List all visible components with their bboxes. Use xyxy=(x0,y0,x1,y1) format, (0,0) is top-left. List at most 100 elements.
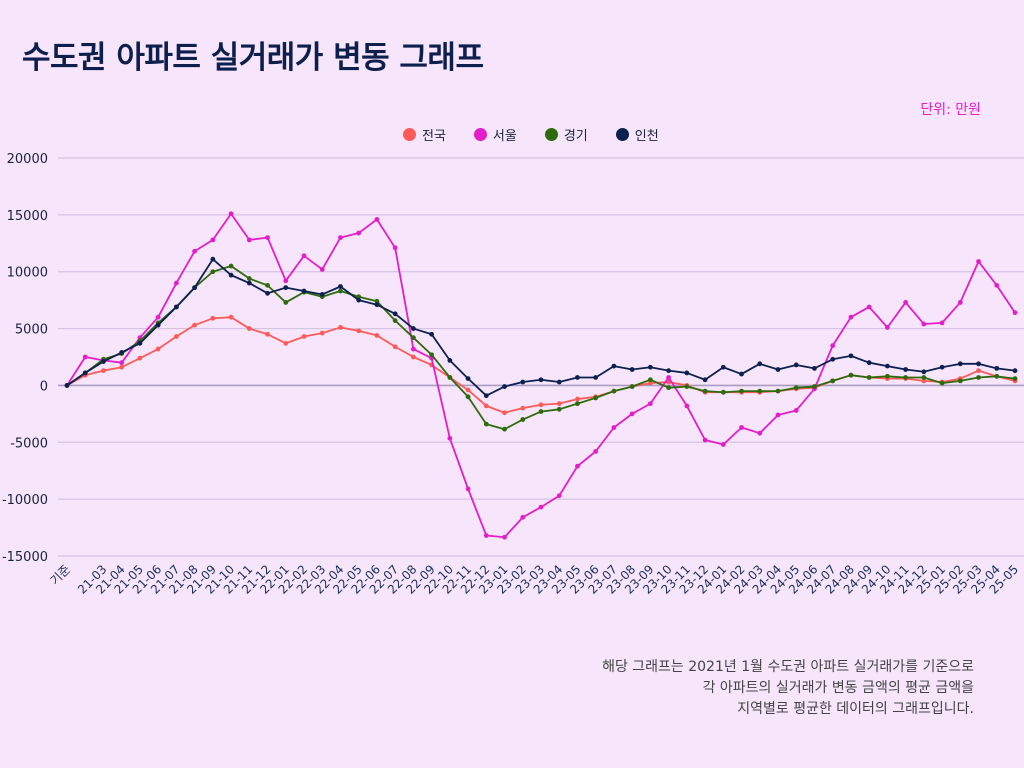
data-point xyxy=(647,401,653,407)
data-point xyxy=(210,315,216,321)
data-point xyxy=(647,364,653,370)
data-point xyxy=(848,314,854,320)
data-point xyxy=(884,325,890,330)
data-point xyxy=(957,300,963,305)
data-point xyxy=(283,340,289,346)
series-line-인천 xyxy=(66,258,1016,397)
data-point xyxy=(994,365,1000,371)
legend-item[interactable]: 전국 xyxy=(403,125,446,144)
data-point xyxy=(392,245,398,251)
data-point xyxy=(192,285,198,291)
data-point xyxy=(228,272,234,278)
data-point xyxy=(155,346,161,352)
data-point xyxy=(173,304,179,310)
data-point xyxy=(265,282,270,288)
data-point xyxy=(192,248,198,254)
data-point xyxy=(647,380,653,386)
data-point xyxy=(903,375,909,380)
data-point xyxy=(356,294,362,300)
data-point xyxy=(101,368,106,374)
data-point xyxy=(429,352,435,358)
legend-dot-icon xyxy=(615,128,629,141)
data-point xyxy=(556,401,562,407)
data-point xyxy=(338,284,343,289)
data-point xyxy=(939,364,945,370)
data-point xyxy=(429,331,435,337)
data-point xyxy=(410,326,416,331)
data-point xyxy=(830,356,836,362)
data-point xyxy=(556,406,562,412)
data-point xyxy=(265,331,270,337)
footnote-line: 해당 그래프는 2021년 1월 수도권 아파트 실거래가를 기준으로 xyxy=(602,659,974,675)
data-point xyxy=(903,367,909,372)
data-point xyxy=(666,368,672,374)
legend-label: 서울 xyxy=(492,129,517,144)
data-point xyxy=(575,401,580,407)
data-point xyxy=(830,343,836,349)
data-point xyxy=(246,280,252,286)
legend-item[interactable]: 서울 xyxy=(473,125,517,144)
data-point xyxy=(301,288,307,294)
data-point xyxy=(884,363,890,369)
data-point xyxy=(538,409,544,414)
page-title: 수도권 아파트 실거래가 변동 그래프 xyxy=(22,40,484,76)
data-point xyxy=(957,361,963,367)
series-line-전국 xyxy=(66,316,1016,414)
data-point xyxy=(793,385,799,391)
data-point xyxy=(866,375,872,380)
data-point xyxy=(1012,310,1018,316)
data-point xyxy=(848,353,854,359)
data-point xyxy=(939,380,945,386)
y-tick-label: 5000 xyxy=(15,323,48,338)
data-point xyxy=(502,534,507,540)
data-point xyxy=(137,355,143,361)
data-point xyxy=(246,326,252,331)
data-point xyxy=(410,335,416,341)
legend-dot-icon xyxy=(544,128,558,141)
data-point xyxy=(866,360,872,366)
data-point xyxy=(246,237,252,243)
data-point xyxy=(775,388,781,394)
data-point xyxy=(812,365,817,371)
data-point xyxy=(319,330,325,336)
data-point xyxy=(702,377,708,383)
data-point xyxy=(301,253,307,259)
data-point xyxy=(593,448,599,454)
data-point xyxy=(483,421,489,427)
data-point xyxy=(556,379,562,385)
data-point xyxy=(155,314,161,320)
data-point xyxy=(1012,368,1018,374)
data-point xyxy=(629,367,635,372)
data-point xyxy=(976,259,981,264)
legend-label: 전국 xyxy=(422,129,446,144)
data-point xyxy=(538,504,544,510)
data-point xyxy=(173,334,179,339)
data-point xyxy=(921,375,927,380)
series-line-서울 xyxy=(66,212,1016,539)
data-point xyxy=(575,463,580,469)
data-point xyxy=(502,384,507,389)
data-point xyxy=(410,346,416,352)
data-point xyxy=(739,425,744,430)
data-point xyxy=(192,322,198,328)
legend-item[interactable]: 경기 xyxy=(544,125,588,144)
data-point xyxy=(903,300,909,305)
unit-label: 단위: 만원 xyxy=(920,102,981,118)
y-tick-label: -15000 xyxy=(2,550,48,565)
y-tick-label: -5000 xyxy=(10,436,48,451)
data-point xyxy=(720,389,726,395)
data-point xyxy=(502,410,507,416)
data-point xyxy=(684,403,690,409)
data-point xyxy=(392,344,398,350)
data-point xyxy=(82,370,88,376)
data-point xyxy=(994,282,1000,288)
data-point xyxy=(957,378,963,384)
data-point xyxy=(356,230,362,236)
legend-item[interactable]: 인천 xyxy=(615,125,659,144)
data-point xyxy=(338,235,343,241)
data-point xyxy=(356,328,362,334)
data-point xyxy=(575,396,580,402)
data-point xyxy=(137,340,143,346)
y-tick-label: 15000 xyxy=(7,209,48,224)
data-point xyxy=(830,378,836,384)
